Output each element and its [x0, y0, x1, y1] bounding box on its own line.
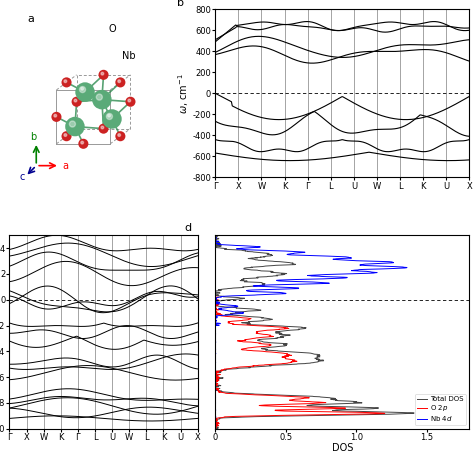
Total DOS [244, 308, 249, 314]
Circle shape [101, 72, 104, 75]
Circle shape [80, 87, 85, 93]
Circle shape [51, 112, 62, 122]
Y-axis label: $\omega$, cm$^{-1}$: $\omega$, cm$^{-1}$ [176, 73, 191, 114]
Circle shape [105, 112, 115, 122]
Circle shape [64, 134, 67, 136]
Circle shape [101, 126, 104, 129]
Nb 4$d$ [212, 426, 218, 431]
Text: b: b [31, 131, 37, 142]
Circle shape [81, 141, 83, 144]
Circle shape [96, 94, 102, 100]
Nb 4$d$ [213, 232, 219, 238]
Circle shape [118, 80, 120, 83]
Legend: Total DOS, O 2$p$, Nb 4$d$: Total DOS, O 2$p$, Nb 4$d$ [415, 394, 466, 425]
Nb 4$d$ [213, 414, 219, 420]
O 2$p$ [212, 279, 218, 285]
Circle shape [118, 134, 120, 136]
Line: O 2$p$: O 2$p$ [210, 235, 385, 429]
Circle shape [126, 97, 136, 107]
Circle shape [78, 139, 89, 149]
Circle shape [54, 114, 56, 117]
Circle shape [69, 121, 75, 127]
Text: a: a [63, 161, 68, 171]
Circle shape [102, 109, 122, 129]
Circle shape [115, 77, 126, 88]
Circle shape [92, 90, 111, 109]
Circle shape [62, 131, 72, 141]
Total DOS [245, 313, 251, 319]
Nb 4$d$ [310, 279, 316, 285]
Text: b: b [177, 0, 184, 8]
Circle shape [108, 114, 110, 117]
Circle shape [62, 77, 72, 88]
Circle shape [75, 83, 95, 102]
Circle shape [81, 88, 83, 90]
O 2$p$ [213, 426, 219, 431]
Line: Total DOS: Total DOS [210, 235, 414, 429]
O 2$p$ [223, 313, 229, 319]
Circle shape [115, 131, 126, 141]
Circle shape [72, 97, 82, 107]
O 2$p$ [214, 303, 220, 308]
Circle shape [99, 70, 109, 80]
Total DOS [212, 232, 218, 238]
Nb 4$d$ [214, 313, 219, 319]
Text: c: c [19, 172, 25, 182]
Circle shape [74, 99, 77, 102]
Circle shape [78, 85, 89, 95]
O 2$p$ [222, 414, 228, 420]
Circle shape [65, 117, 85, 136]
Nb 4$d$ [229, 308, 235, 314]
O 2$p$ [208, 308, 213, 314]
Circle shape [128, 99, 131, 102]
O 2$p$ [212, 260, 218, 265]
Circle shape [99, 124, 109, 134]
Total DOS [249, 279, 255, 285]
Circle shape [64, 80, 67, 83]
Text: a: a [28, 14, 35, 24]
Nb 4$d$ [390, 260, 395, 265]
Nb 4$d$ [230, 303, 236, 308]
X-axis label: DOS: DOS [332, 443, 353, 453]
Total DOS [283, 260, 289, 265]
O 2$p$ [212, 232, 218, 238]
Line: Nb 4$d$: Nb 4$d$ [210, 235, 407, 429]
Text: Nb: Nb [122, 51, 136, 61]
Circle shape [106, 113, 112, 119]
Total DOS [246, 414, 252, 420]
Text: d: d [185, 224, 192, 233]
Total DOS [213, 426, 219, 431]
Text: O: O [108, 24, 116, 35]
Total DOS [214, 303, 220, 308]
